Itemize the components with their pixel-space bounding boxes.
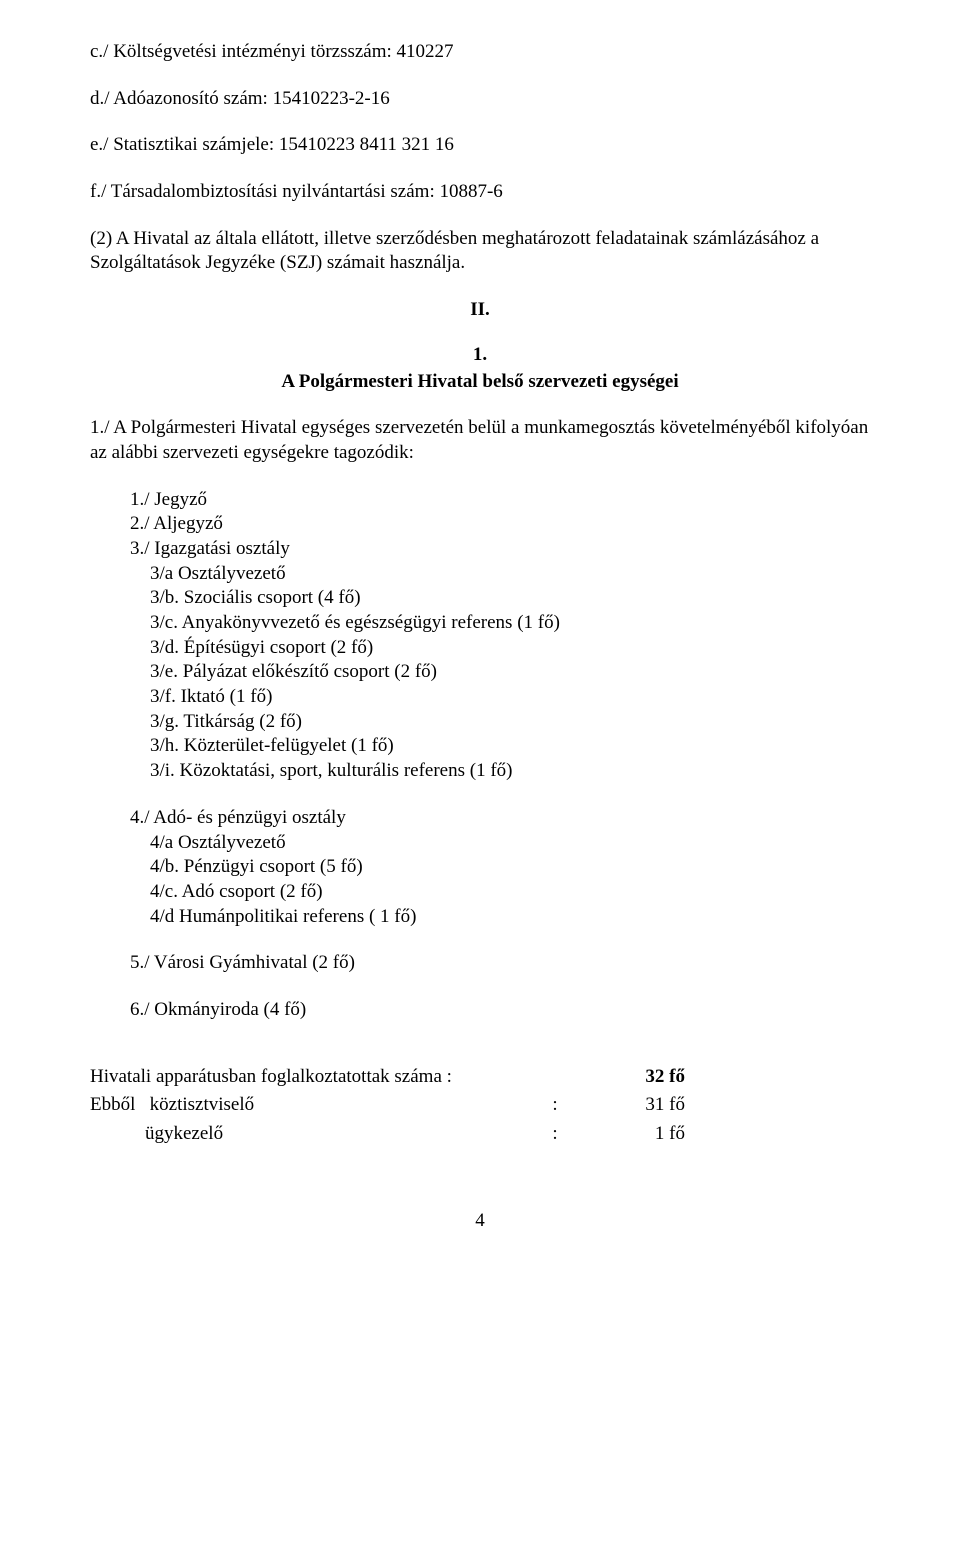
list-item: 3/f. Iktató (1 fő)	[130, 685, 870, 710]
list-block-6: 6./ Okmányiroda (4 fő)	[90, 998, 870, 1023]
list-item: 3./ Igazgatási osztály	[130, 537, 870, 562]
list-item: 3/g. Titkárság (2 fő)	[130, 710, 870, 735]
paragraph-2: (2) A Hivatal az általa ellátott, illetv…	[90, 227, 870, 276]
summary-value: 31 fő	[585, 1091, 685, 1120]
list-item: 4/b. Pénzügyi csoport (5 fő)	[130, 855, 870, 880]
list-item: 3/i. Közoktatási, sport, kulturális refe…	[130, 759, 870, 784]
paragraph-kifoly: 1./ A Polgármesteri Hivatal egységes sze…	[90, 416, 870, 465]
summary-label: Ebből köztisztviselő	[90, 1091, 525, 1120]
list-item: 3/b. Szociális csoport (4 fő)	[130, 586, 870, 611]
list-item: 1./ Jegyző	[130, 488, 870, 513]
section-number: 1.	[90, 343, 870, 368]
roman-heading: II.	[90, 298, 870, 323]
list-item: 4./ Adó- és pénzügyi osztály	[130, 806, 870, 831]
list-block-5: 5./ Városi Gyámhivatal (2 fő)	[90, 951, 870, 976]
intro-line-c: c./ Költségvetési intézményi törzsszám: …	[90, 40, 870, 65]
table-row: ügykezelő : 1 fő	[90, 1120, 685, 1149]
intro-line-f: f./ Társadalombiztosítási nyilvántartási…	[90, 180, 870, 205]
intro-line-d: d./ Adóazonosító szám: 15410223-2-16	[90, 87, 870, 112]
summary-colon	[525, 1063, 585, 1092]
summary-table: Hivatali apparátusban foglalkoztatottak …	[90, 1063, 685, 1149]
list-item: 3/d. Építésügyi csoport (2 fő)	[130, 636, 870, 661]
table-row: Ebből köztisztviselő : 31 fő	[90, 1091, 685, 1120]
page-number: 4	[90, 1209, 870, 1234]
summary-colon: :	[525, 1120, 585, 1149]
list-item: 2./ Aljegyző	[130, 512, 870, 537]
list-item: 3/a Osztályvezető	[130, 562, 870, 587]
list-item: 6./ Okmányiroda (4 fő)	[130, 998, 870, 1023]
summary-label: Hivatali apparátusban foglalkoztatottak …	[90, 1063, 525, 1092]
intro-line-e: e./ Statisztikai számjele: 15410223 8411…	[90, 133, 870, 158]
list-item: 3/e. Pályázat előkészítő csoport (2 fő)	[130, 660, 870, 685]
list-item: 3/c. Anyakönyvvezető és egészségügyi ref…	[130, 611, 870, 636]
summary-sublabel: köztisztviselő	[150, 1094, 254, 1115]
summary-prefix: Ebből	[90, 1094, 135, 1115]
summary-value: 32 fő	[585, 1063, 685, 1092]
list-item: 3/h. Közterület-felügyelet (1 fő)	[130, 734, 870, 759]
summary-value: 1 fő	[585, 1120, 685, 1149]
list-block-main: 1./ Jegyző 2./ Aljegyző 3./ Igazgatási o…	[90, 488, 870, 784]
table-row: Hivatali apparátusban foglalkoztatottak …	[90, 1063, 685, 1092]
list-item: 4/c. Adó csoport (2 fő)	[130, 880, 870, 905]
summary-label: ügykezelő	[90, 1120, 525, 1149]
summary-colon: :	[525, 1091, 585, 1120]
list-block-4: 4./ Adó- és pénzügyi osztály 4/a Osztály…	[90, 806, 870, 929]
list-item: 4/d Humánpolitikai referens ( 1 fő)	[130, 905, 870, 930]
list-item: 4/a Osztályvezető	[130, 831, 870, 856]
section-title: A Polgármesteri Hivatal belső szervezeti…	[90, 370, 870, 395]
list-item: 5./ Városi Gyámhivatal (2 fő)	[130, 951, 870, 976]
